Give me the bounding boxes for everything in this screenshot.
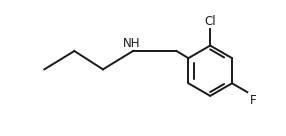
Text: F: F xyxy=(250,94,257,106)
Text: Cl: Cl xyxy=(204,15,216,28)
Text: NH: NH xyxy=(123,37,140,50)
